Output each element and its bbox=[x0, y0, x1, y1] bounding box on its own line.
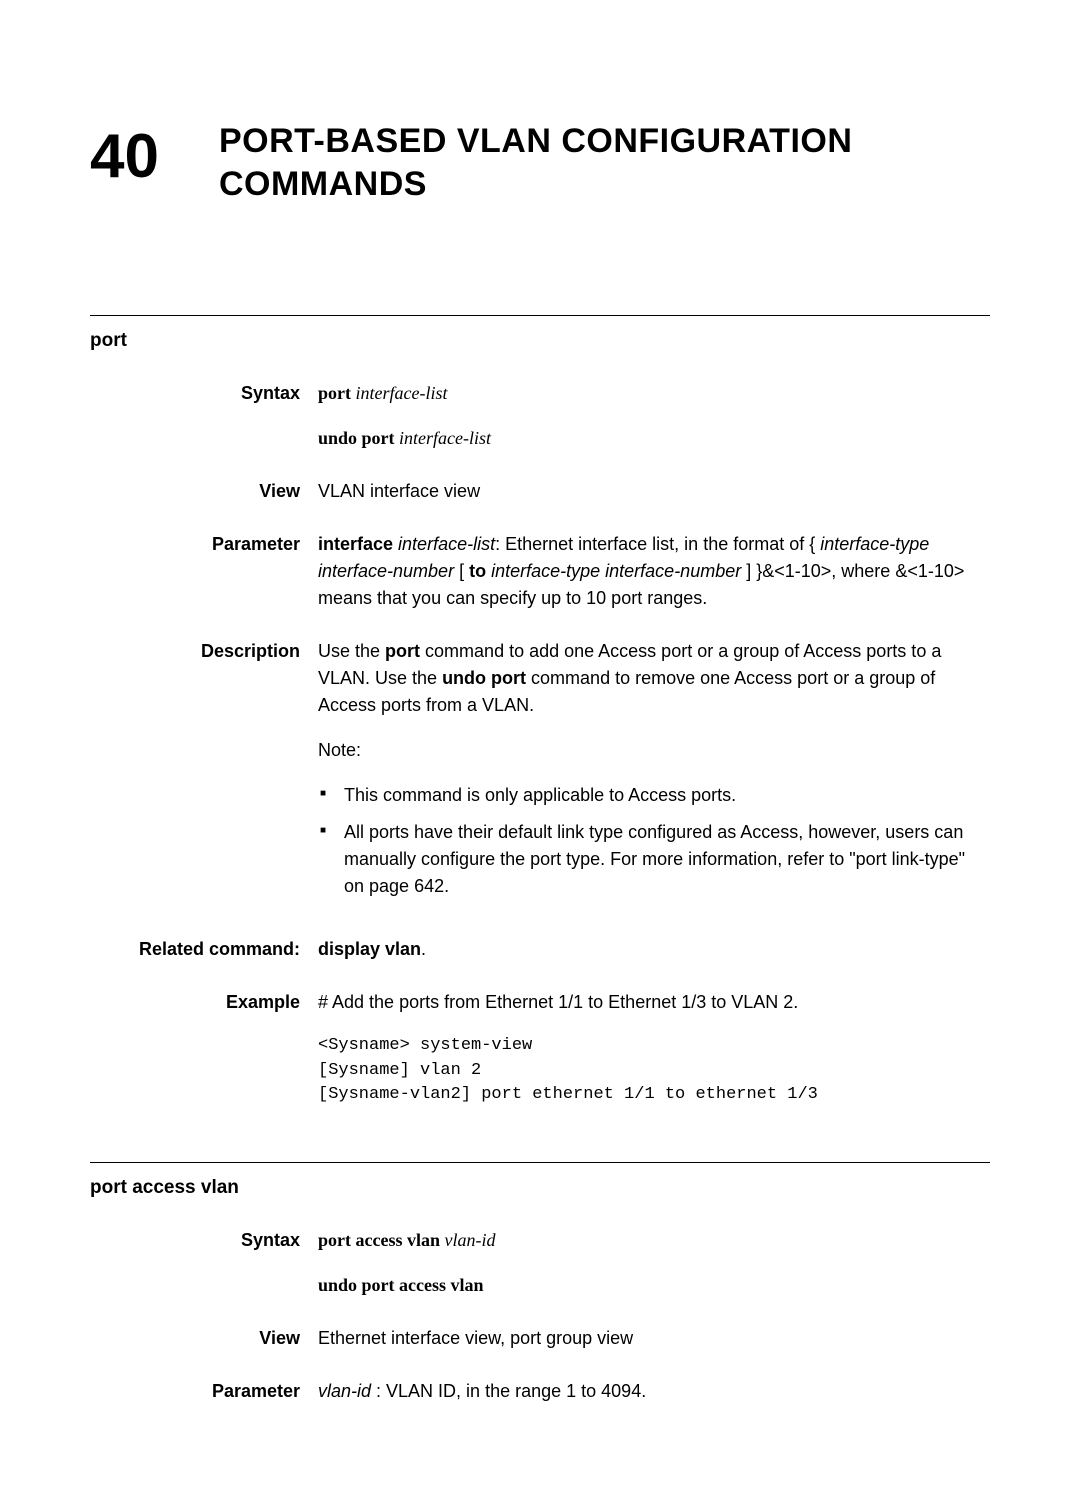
label-view2: View bbox=[90, 1325, 318, 1352]
desc-li2: All ports have their default link type c… bbox=[318, 819, 990, 900]
entry-description: Description Use the port command to add … bbox=[90, 638, 990, 910]
param-text2: [ bbox=[454, 561, 469, 581]
entry-related: Related command: display vlan. bbox=[90, 936, 990, 963]
related-bold: display vlan bbox=[318, 939, 421, 959]
param-bold2: to bbox=[469, 561, 486, 581]
desc-li1: This command is only applicable to Acces… bbox=[318, 782, 990, 809]
content-parameter2: vlan-id : VLAN ID, in the range 1 to 409… bbox=[318, 1378, 990, 1405]
param-italic3: interface-type interface-number bbox=[486, 561, 741, 581]
syntax-cmd2-bold: undo port bbox=[318, 428, 395, 448]
content-view2: Ethernet interface view, port group view bbox=[318, 1325, 990, 1352]
label-related: Related command: bbox=[90, 936, 318, 963]
section-divider bbox=[90, 315, 990, 316]
chapter-number: 40 bbox=[90, 120, 159, 188]
content-syntax2: port access vlan vlan-id undo port acces… bbox=[318, 1227, 990, 1299]
document-page: 40 PORT-BASED VLAN CONFIGURATION COMMAND… bbox=[0, 0, 1080, 1491]
entry-example: Example # Add the ports from Ethernet 1/… bbox=[90, 989, 990, 1108]
content-view: VLAN interface view bbox=[318, 478, 990, 505]
chapter-header: 40 PORT-BASED VLAN CONFIGURATION COMMAND… bbox=[90, 120, 990, 205]
syntax2-cmd1-bold: port access vlan bbox=[318, 1230, 440, 1250]
syntax2-cmd2-bold: undo port access vlan bbox=[318, 1275, 484, 1295]
label-description: Description bbox=[90, 638, 318, 910]
section-divider bbox=[90, 1162, 990, 1163]
label-example: Example bbox=[90, 989, 318, 1108]
param2-italic1: vlan-id bbox=[318, 1381, 371, 1401]
content-example: # Add the ports from Ethernet 1/1 to Eth… bbox=[318, 989, 990, 1108]
syntax-cmd1-bold: port bbox=[318, 383, 351, 403]
chapter-title-line1: PORT-BASED VLAN CONFIGURATION bbox=[219, 122, 852, 160]
param-bold1: interface bbox=[318, 534, 393, 554]
param-italic1: interface-list bbox=[393, 534, 495, 554]
label-syntax2: Syntax bbox=[90, 1227, 318, 1299]
content-description: Use the port command to add one Access p… bbox=[318, 638, 990, 910]
chapter-title: PORT-BASED VLAN CONFIGURATION COMMANDS bbox=[219, 120, 852, 205]
desc-bullets: This command is only applicable to Acces… bbox=[318, 782, 990, 900]
entry-syntax2: Syntax port access vlan vlan-id undo por… bbox=[90, 1227, 990, 1299]
param2-text1: : VLAN ID, in the range 1 to 4094. bbox=[371, 1381, 646, 1401]
label-view: View bbox=[90, 478, 318, 505]
syntax-cmd1-italic: interface-list bbox=[351, 383, 447, 403]
entry-syntax: Syntax port interface-list undo port int… bbox=[90, 380, 990, 452]
desc-p1-bold1: port bbox=[385, 641, 420, 661]
entry-view2: View Ethernet interface view, port group… bbox=[90, 1325, 990, 1352]
section-title-port-access-vlan: port access vlan bbox=[90, 1177, 990, 1199]
desc-p1-a: Use the bbox=[318, 641, 385, 661]
example-code: <Sysname> system-view [Sysname] vlan 2 [… bbox=[318, 1034, 990, 1108]
example-intro: # Add the ports from Ethernet 1/1 to Eth… bbox=[318, 989, 990, 1016]
related-tail: . bbox=[421, 939, 426, 959]
syntax2-cmd1-italic: vlan-id bbox=[440, 1230, 496, 1250]
section-title-port: port bbox=[90, 330, 990, 352]
content-parameter: interface interface-list: Ethernet inter… bbox=[318, 531, 990, 612]
label-syntax: Syntax bbox=[90, 380, 318, 452]
entry-view: View VLAN interface view bbox=[90, 478, 990, 505]
chapter-title-line2: COMMANDS bbox=[219, 165, 427, 203]
param-text1: : Ethernet interface list, in the format… bbox=[495, 534, 820, 554]
label-parameter2: Parameter bbox=[90, 1378, 318, 1405]
content-related: display vlan. bbox=[318, 936, 990, 963]
syntax-cmd2-italic: interface-list bbox=[395, 428, 491, 448]
desc-p1-bold2: undo port bbox=[442, 668, 526, 688]
desc-note: Note: bbox=[318, 737, 990, 764]
content-syntax: port interface-list undo port interface-… bbox=[318, 380, 990, 452]
entry-parameter2: Parameter vlan-id : VLAN ID, in the rang… bbox=[90, 1378, 990, 1405]
entry-parameter: Parameter interface interface-list: Ethe… bbox=[90, 531, 990, 612]
label-parameter: Parameter bbox=[90, 531, 318, 612]
